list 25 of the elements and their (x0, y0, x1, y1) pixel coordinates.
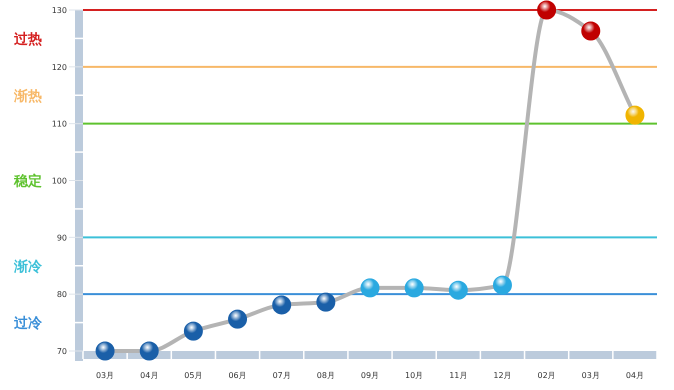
ref-line-label: 过热 (13, 31, 42, 48)
y-tick-label: 90 (56, 233, 67, 242)
x-tick-label: 09月 (360, 371, 380, 380)
y-tick-label: 70 (56, 347, 67, 356)
ref-line-label: 稳定 (13, 172, 42, 190)
x-tick-label: 03月 (96, 371, 114, 380)
x-tick-label: 04月 (626, 371, 644, 380)
x-tick-label: 12月 (493, 371, 512, 380)
x-tick-label: 06月 (228, 371, 247, 380)
x-tick-label: 08月 (316, 371, 335, 380)
y-tick-label: 110 (52, 120, 67, 129)
y-tick-label: 120 (52, 62, 67, 72)
y-tick-label: 100 (52, 176, 67, 186)
y-tick-label: 130 (52, 6, 67, 15)
ref-line-label: 渐冷 (13, 258, 43, 275)
x-tick-label: 03月 (582, 371, 600, 380)
ref-line-label: 过冷 (13, 316, 43, 332)
x-tick-label: 11月 (449, 371, 468, 380)
x-tick-label: 04月 (140, 371, 158, 380)
y-tick-label: 80 (56, 290, 67, 300)
x-tick-label: 07月 (272, 371, 291, 380)
x-tick-label: 05月 (184, 371, 202, 380)
ref-line-label: 渐热 (13, 88, 42, 104)
x-tick-label: 10月 (405, 371, 424, 380)
x-tick-label: 02月 (538, 371, 556, 380)
